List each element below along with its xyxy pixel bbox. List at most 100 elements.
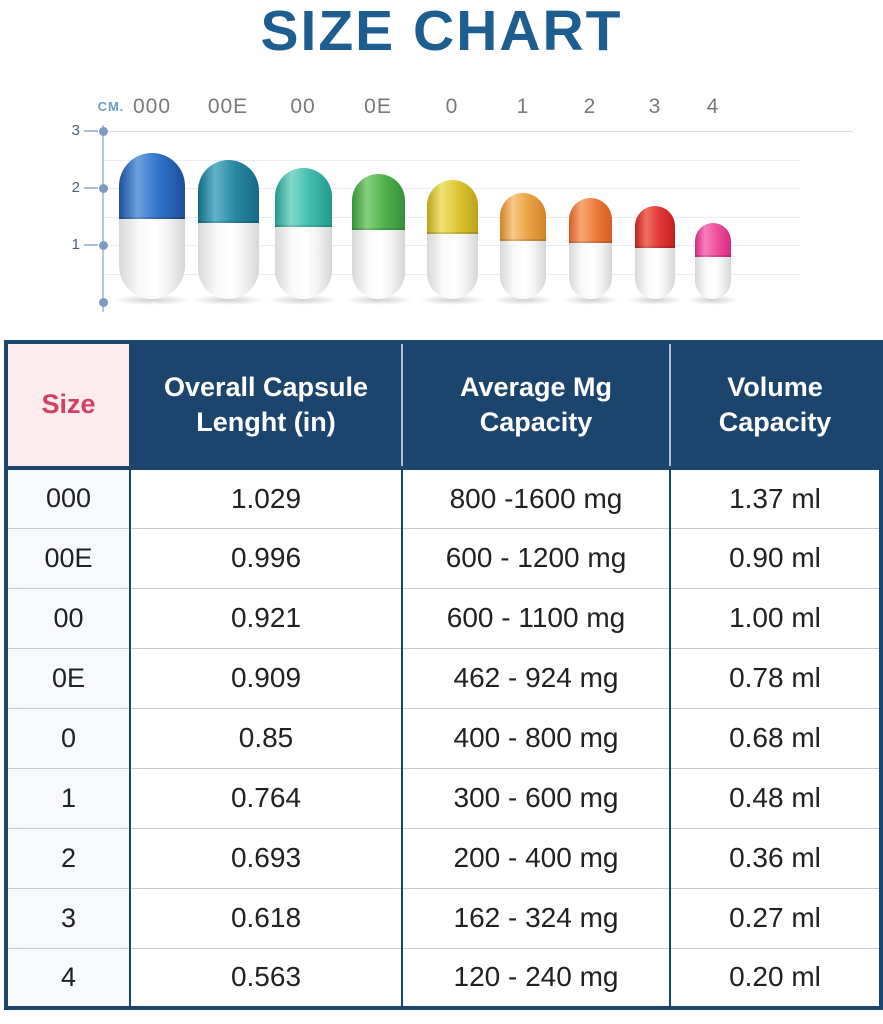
table-row-size-0: 0 0.85 400 - 800 mg 0.68 ml [6, 707, 881, 768]
cell-size: 00 [6, 587, 130, 648]
capsule-top-00 [274, 168, 332, 227]
capsule-00E [197, 160, 259, 299]
cell-length-in: 0.996 [129, 527, 402, 588]
table-row-size-000: 000 1.029 800 -1600 mg 1.37 ml [6, 467, 881, 528]
capsule-body-3 [635, 247, 675, 299]
table-row-size-00E: 00E 0.996 600 - 1200 mg 0.90 ml [6, 527, 881, 588]
cell-length-in: 0.909 [129, 647, 402, 708]
table-row-size-1: 1 0.764 300 - 600 mg 0.48 ml [6, 767, 881, 828]
cell-length-in: 1.029 [129, 467, 402, 528]
capsule-shadow-4 [687, 295, 739, 305]
capsule-shadow-0 [418, 295, 486, 305]
capsule-top-1 [500, 193, 546, 241]
y-tick-label-2: 2 [71, 179, 80, 196]
capsule-top-00E [197, 160, 259, 223]
cell-volume: 1.00 ml [669, 587, 881, 648]
column-header-mg-capacity: Average Mg Capacity [401, 342, 670, 470]
cell-volume: 0.48 ml [669, 767, 881, 828]
table-body: 000 1.029 800 -1600 mg 1.37 ml 00E 0.996 600 -… [6, 467, 881, 1008]
axis-dot-1cm [98, 240, 108, 250]
capsule-0E [351, 174, 405, 299]
cell-mg-capacity: 120 - 240 mg [401, 947, 670, 1008]
cell-length-in: 0.764 [129, 767, 402, 828]
cell-volume: 0.78 ml [669, 647, 881, 708]
cell-mg-capacity: 600 - 1100 mg [401, 587, 670, 648]
cell-volume: 0.27 ml [669, 887, 881, 948]
cell-mg-capacity: 300 - 600 mg [401, 767, 670, 828]
axis-dot-2cm [98, 183, 108, 193]
cell-size: 4 [6, 947, 130, 1008]
capsule-top-4 [695, 223, 731, 258]
capsule-shadow-2 [560, 295, 620, 305]
capsule-body-0E [351, 230, 405, 299]
cell-volume: 0.20 ml [669, 947, 881, 1008]
capsule-3 [635, 206, 675, 299]
cell-mg-capacity: 462 - 924 mg [401, 647, 670, 708]
table-row-size-00: 00 0.921 600 - 1100 mg 1.00 ml [6, 587, 881, 648]
capsule-size-label-2: 2 [583, 95, 597, 118]
capsule-top-0 [426, 180, 478, 234]
cell-volume: 0.36 ml [669, 827, 881, 888]
cell-length-in: 0.85 [129, 707, 402, 768]
capsule-chart: CM. 3 2 1 000 00E 00 0E 0 1 2 3 4 [0, 90, 883, 325]
capsule-size-label-00: 00 [290, 95, 316, 118]
table-header: Size Overall Capsule Lenght (in) Average… [6, 342, 881, 470]
y-tick-dash-1 [84, 244, 98, 246]
capsule-body-000 [119, 218, 185, 299]
y-tick-label-1: 1 [71, 236, 80, 253]
capsule-00 [274, 168, 332, 299]
capsule-size-table: Size Overall Capsule Lenght (in) Average… [4, 340, 883, 1010]
table-row-size-3: 3 0.618 162 - 324 mg 0.27 ml [6, 887, 881, 948]
cell-size: 000 [6, 467, 130, 528]
y-tick-label-3: 3 [71, 122, 80, 139]
cell-size: 3 [6, 887, 130, 948]
capsule-body-00E [197, 222, 259, 299]
capsule-size-label-00E: 00E [207, 95, 249, 118]
capsule-1 [500, 193, 546, 299]
cell-mg-capacity: 800 -1600 mg [401, 467, 670, 528]
capsule-size-label-000: 000 [132, 95, 172, 118]
y-tick-dash-3 [84, 130, 98, 132]
capsule-body-00 [274, 226, 332, 299]
cell-size: 2 [6, 827, 130, 888]
capsule-body-1 [500, 240, 546, 299]
axis-dot-0cm [98, 297, 108, 307]
page-title: SIZE CHART [260, 0, 623, 63]
cell-size: 1 [6, 767, 130, 828]
table-row-size-4: 4 0.563 120 - 240 mg 0.20 ml [6, 947, 881, 1008]
table-row-size-2: 2 0.693 200 - 400 mg 0.36 ml [6, 827, 881, 888]
capsule-shadow-000 [111, 295, 193, 305]
axis-dot-3cm [98, 126, 108, 136]
unit-label: CM. [97, 99, 125, 114]
capsule-2 [568, 198, 612, 299]
cell-mg-capacity: 400 - 800 mg [401, 707, 670, 768]
cell-size: 0 [6, 707, 130, 768]
cell-volume: 1.37 ml [669, 467, 881, 528]
capsule-size-label-4: 4 [706, 95, 720, 118]
capsule-0 [426, 180, 478, 299]
cell-volume: 0.90 ml [669, 527, 881, 588]
capsule-size-label-1: 1 [516, 95, 530, 118]
cell-length-in: 0.693 [129, 827, 402, 888]
capsule-top-3 [635, 206, 675, 248]
capsule-size-label-0E: 0E [364, 95, 392, 118]
capsule-shadow-00 [266, 295, 340, 305]
gridline-3cm [103, 131, 853, 132]
capsule-shadow-00E [189, 295, 267, 305]
cell-volume: 0.68 ml [669, 707, 881, 768]
column-header-volume-capacity: Volume Capacity [669, 342, 881, 470]
capsule-size-label-0: 0 [445, 95, 459, 118]
cell-size: 0E [6, 647, 130, 708]
cell-mg-capacity: 200 - 400 mg [401, 827, 670, 888]
capsule-shadow-3 [627, 295, 683, 305]
y-axis-line [102, 125, 104, 312]
capsule-body-2 [568, 243, 612, 299]
capsule-top-2 [568, 198, 612, 244]
cell-length-in: 0.618 [129, 887, 402, 948]
capsule-4 [695, 223, 731, 299]
cell-mg-capacity: 600 - 1200 mg [401, 527, 670, 588]
capsule-top-000 [119, 153, 185, 219]
cell-mg-capacity: 162 - 324 mg [401, 887, 670, 948]
capsule-shadow-0E [343, 295, 413, 305]
table-row-size-0E: 0E 0.909 462 - 924 mg 0.78 ml [6, 647, 881, 708]
